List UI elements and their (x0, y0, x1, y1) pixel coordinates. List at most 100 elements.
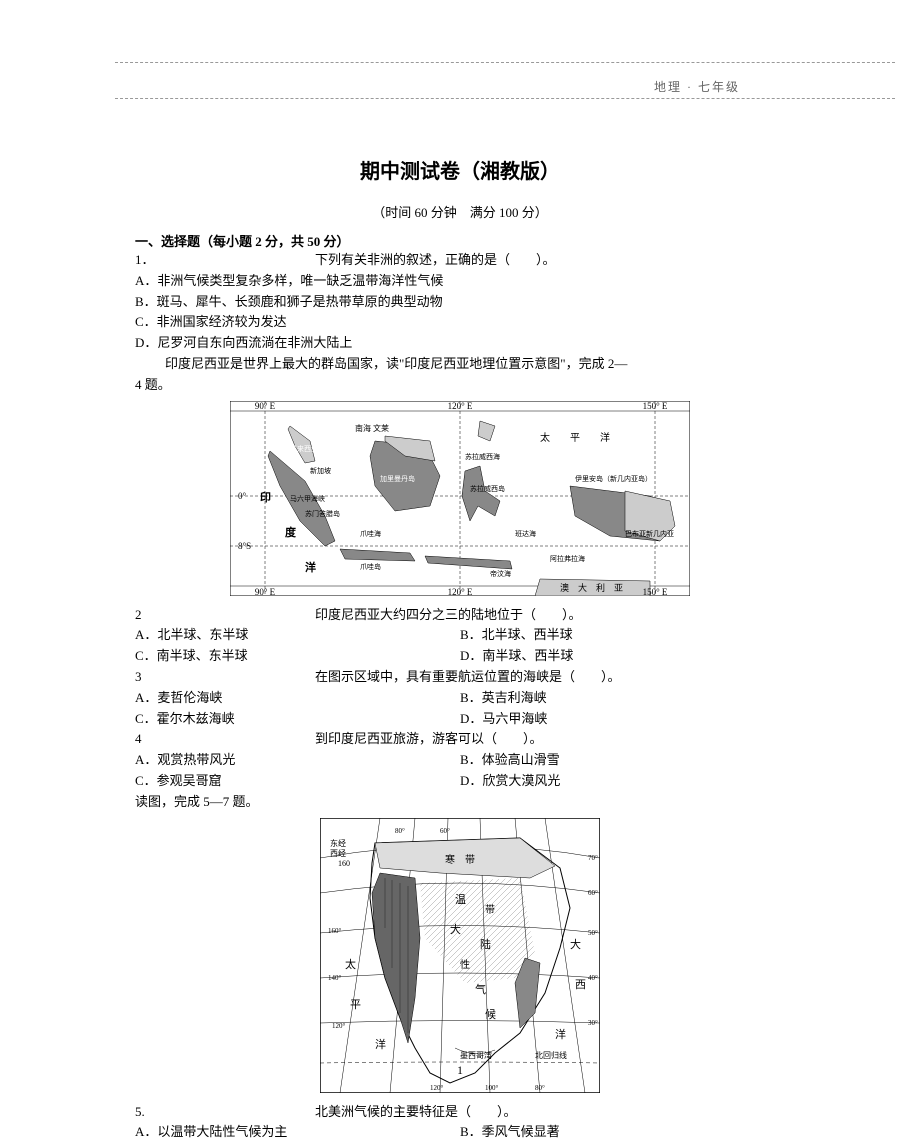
svg-text:马来西亚: 马来西亚 (290, 445, 318, 453)
q1-optC: C．非洲国家经济较为发达 (135, 312, 785, 333)
q4-line: 4到印度尼西亚旅游，游客可以（ ）。 (135, 729, 785, 750)
svg-text:巴布亚新几内亚: 巴布亚新几内亚 (625, 529, 674, 538)
q3-optA: A．麦哲伦海峡 (135, 688, 460, 709)
svg-text:南海 文莱: 南海 文莱 (355, 423, 389, 433)
q2-line: 2印度尼西亚大约四分之三的陆地位于（ ）。 (135, 605, 785, 626)
svg-text:温: 温 (455, 893, 466, 906)
svg-text:160: 160 (338, 859, 350, 868)
q2-optC: C．南半球、东半球 (135, 646, 460, 667)
q5-optA: A．以温带大陆性气候为主 (135, 1122, 460, 1143)
svg-text:新加坡: 新加坡 (310, 466, 331, 475)
svg-text:带: 带 (485, 904, 495, 916)
svg-text:寒 带: 寒 带 (445, 853, 475, 866)
q2-num: 2 (135, 605, 315, 626)
map2-container: 东经 西经 160 寒 带 温 带 大 陆 性 气 候 太 平 洋 大 西 洋 … (135, 818, 785, 1097)
q4-opts-ab: A．观赏热带风光 B．体验高山滑雪 (135, 750, 785, 771)
q3-opts-ab: A．麦哲伦海峡 B．英吉利海峡 (135, 688, 785, 709)
q2-optD: D．南半球、西半球 (460, 646, 785, 667)
svg-text:40°: 40° (588, 974, 598, 982)
svg-text:洋: 洋 (375, 1037, 386, 1051)
q2-intro-2: 4 题。 (135, 375, 785, 396)
q2-optB: B．北半球、西半球 (460, 625, 785, 646)
q2-optA: A．北半球、东半球 (135, 625, 460, 646)
q5-opts-ab: A．以温带大陆性气候为主 B．季风气候显著 (135, 1122, 785, 1143)
svg-text:90° E: 90° E (255, 587, 276, 596)
q2-opts-ab: A．北半球、东半球 B．北半球、西半球 (135, 625, 785, 646)
main-content: 期中测试卷（湘教版） （时间 60 分钟 满分 100 分） 一、选择题（每小题… (135, 155, 785, 1143)
q5-optB: B．季风气候显著 (460, 1122, 785, 1143)
svg-text:伊里安岛（新几内亚岛）: 伊里安岛（新几内亚岛） (575, 474, 652, 483)
svg-text:大: 大 (450, 922, 461, 936)
svg-text:120° E: 120° E (448, 401, 473, 411)
section-1-header: 一、选择题（每小题 2 分，共 50 分） (135, 231, 785, 250)
svg-text:90° E: 90° E (255, 401, 276, 411)
q3-line: 3在图示区域中，具有重要航运位置的海峡是（ ）。 (135, 667, 785, 688)
svg-text:140°: 140° (328, 974, 342, 982)
header-divider-bottom (115, 98, 895, 99)
q2-intro-1: 印度尼西亚是世界上最大的群岛国家，读"印度尼西亚地理位置示意图"，完成 2— (135, 354, 785, 375)
q5-num: 5. (135, 1102, 315, 1123)
svg-text:陆: 陆 (480, 937, 491, 951)
header-divider-top (115, 62, 895, 63)
q4-optA: A．观赏热带风光 (135, 750, 460, 771)
svg-text:30°: 30° (588, 1019, 598, 1027)
q4-num: 4 (135, 729, 315, 750)
svg-text:苏拉威西海: 苏拉威西海 (465, 452, 500, 461)
indonesia-map: 90° E 120° E 150° E 90° E 120° E 150° E … (230, 401, 690, 596)
svg-text:性: 性 (460, 958, 470, 971)
q1-optD: D．尼罗河自东向西流淌在非洲大陆上 (135, 333, 785, 354)
q2-text: 印度尼西亚大约四分之三的陆地位于（ ）。 (315, 607, 582, 622)
svg-text:8°S: 8°S (238, 541, 251, 551)
q4-text: 到印度尼西亚旅游，游客可以（ ）。 (315, 731, 543, 746)
svg-text:印: 印 (260, 491, 271, 504)
page-number: 1 (457, 1063, 463, 1078)
svg-text:度: 度 (285, 525, 297, 539)
svg-text:大: 大 (570, 937, 581, 951)
svg-text:阿拉弗拉海: 阿拉弗拉海 (550, 554, 585, 563)
svg-text:候: 候 (485, 1007, 496, 1021)
q3-optB: B．英吉利海峡 (460, 688, 785, 709)
svg-text:120° E: 120° E (448, 587, 473, 596)
q1-text: 下列有关非洲的叙述，正确的是（ ）。 (315, 252, 556, 267)
svg-text:0°: 0° (238, 491, 247, 501)
svg-text:西: 西 (575, 979, 586, 991)
q5-text: 北美洲气候的主要特征是（ ）。 (315, 1104, 517, 1119)
svg-text:150° E: 150° E (643, 587, 668, 596)
q5-intro: 读图，完成 5—7 题。 (135, 792, 785, 813)
svg-text:太 平 洋: 太 平 洋 (540, 431, 610, 444)
svg-text:加里曼丹岛: 加里曼丹岛 (380, 474, 415, 483)
svg-text:120°: 120° (332, 1022, 346, 1030)
svg-text:苏门答腊岛: 苏门答腊岛 (305, 509, 340, 518)
q3-num: 3 (135, 667, 315, 688)
svg-text:气: 气 (475, 982, 486, 996)
svg-text:洋: 洋 (555, 1027, 566, 1041)
q1-optB: B．斑马、犀牛、长颈鹿和狮子是热带草原的典型动物 (135, 292, 785, 313)
svg-text:150° E: 150° E (643, 401, 668, 411)
svg-text:北回归线: 北回归线 (535, 1050, 567, 1060)
svg-text:墨西哥湾: 墨西哥湾 (460, 1050, 492, 1060)
svg-text:爪哇海: 爪哇海 (360, 529, 381, 538)
q4-optC: C．参观吴哥窟 (135, 771, 460, 792)
exam-title: 期中测试卷（湘教版） (135, 155, 785, 184)
svg-text:班达海: 班达海 (515, 529, 536, 538)
svg-text:澳 大 利 亚: 澳 大 利 亚 (560, 582, 623, 593)
svg-text:60°: 60° (588, 889, 598, 897)
header-subject: 地理 · 七年级 (654, 78, 740, 95)
svg-text:50°: 50° (588, 929, 598, 937)
q4-opts-cd: C．参观吴哥窟 D．欣赏大漠风光 (135, 771, 785, 792)
q3-optC: C．霍尔木兹海峡 (135, 709, 460, 730)
q3-opts-cd: C．霍尔木兹海峡 D．马六甲海峡 (135, 709, 785, 730)
svg-text:苏拉威西岛: 苏拉威西岛 (470, 484, 505, 493)
q5-line: 5.北美洲气候的主要特征是（ ）。 (135, 1102, 785, 1123)
q1-optA: A．非洲气候类型复杂多样，唯一缺乏温带海洋性气候 (135, 271, 785, 292)
svg-text:70°: 70° (588, 854, 598, 862)
map1-container: 90° E 120° E 150° E 90° E 120° E 150° E … (135, 401, 785, 600)
q4-optD: D．欣赏大漠风光 (460, 771, 785, 792)
svg-text:爪哇岛: 爪哇岛 (360, 562, 381, 571)
svg-text:太: 太 (345, 958, 356, 971)
q3-optD: D．马六甲海峡 (460, 709, 785, 730)
svg-text:西经: 西经 (330, 848, 346, 858)
q3-text: 在图示区域中，具有重要航运位置的海峡是（ ）。 (315, 669, 621, 684)
svg-text:帝汶海: 帝汶海 (490, 569, 511, 578)
svg-text:60°: 60° (440, 827, 450, 835)
